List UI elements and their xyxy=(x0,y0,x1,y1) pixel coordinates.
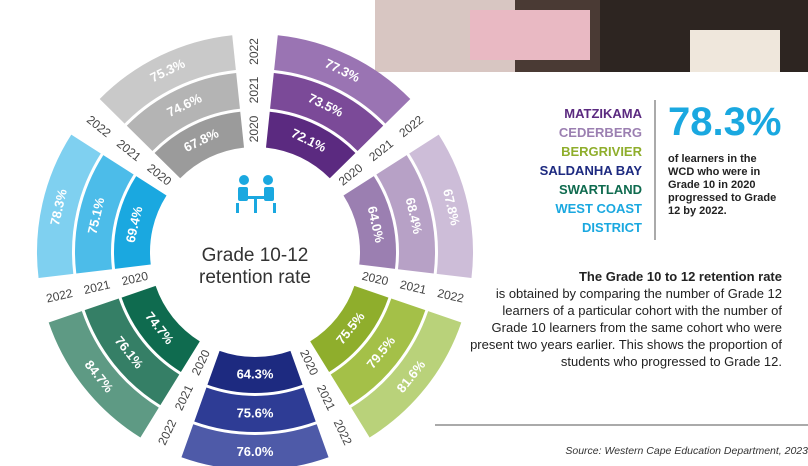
center-label: Grade 10-12 retention rate xyxy=(180,245,330,289)
value-label: 64.3% xyxy=(237,366,274,381)
value-label: 75.6% xyxy=(237,405,274,420)
year-label: 2022 xyxy=(247,38,261,65)
photo-part xyxy=(690,30,780,72)
legend-entry: WEST COAST DISTRICT xyxy=(500,199,642,237)
year-label: 2021 xyxy=(82,277,111,297)
year-label: 2021 xyxy=(366,136,396,164)
year-label: 2020 xyxy=(120,269,149,289)
year-label: 2020 xyxy=(361,269,390,289)
icon xyxy=(236,175,276,213)
year-label: 2022 xyxy=(331,417,355,447)
infographic: 72.1%202064.0%202075.5%202064.3%202074.7… xyxy=(0,0,808,466)
year-label: 2021 xyxy=(114,137,144,165)
year-label: 2021 xyxy=(247,76,261,103)
highlight-value: 78.3% xyxy=(668,100,781,145)
value-label: 76.0% xyxy=(237,444,274,459)
year-label: 2022 xyxy=(45,286,74,306)
year-label: 2021 xyxy=(314,383,338,413)
highlight-text: of learners in the WCD who were in Grade… xyxy=(668,153,780,218)
note-text: is obtained by comparing the number of G… xyxy=(470,286,782,369)
legend-entry: SWARTLAND xyxy=(500,180,642,199)
year-label: 2022 xyxy=(396,112,426,140)
legend-entry: SALDANHA BAY xyxy=(500,161,642,180)
year-label: 2021 xyxy=(172,382,196,412)
year-label: 2022 xyxy=(436,286,465,306)
legend-entry: CEDERBERG xyxy=(500,123,642,142)
legend-entry: BERGRIVIER xyxy=(500,142,642,161)
legend-entry: MATZIKAMA xyxy=(500,104,642,123)
year-label: 2021 xyxy=(399,277,428,297)
photo-part xyxy=(470,10,590,60)
year-label: 2022 xyxy=(84,113,114,141)
year-label: 2022 xyxy=(155,417,179,447)
chart: 72.1%202064.0%202075.5%202064.3%202074.7… xyxy=(0,0,808,466)
year-label: 2020 xyxy=(247,115,261,142)
source: Source: Western Cape Education Departmen… xyxy=(440,445,808,457)
note: The Grade 10 to 12 retention rate is obta… xyxy=(470,268,782,370)
note-title: The Grade 10 to 12 retention rate xyxy=(579,269,782,284)
